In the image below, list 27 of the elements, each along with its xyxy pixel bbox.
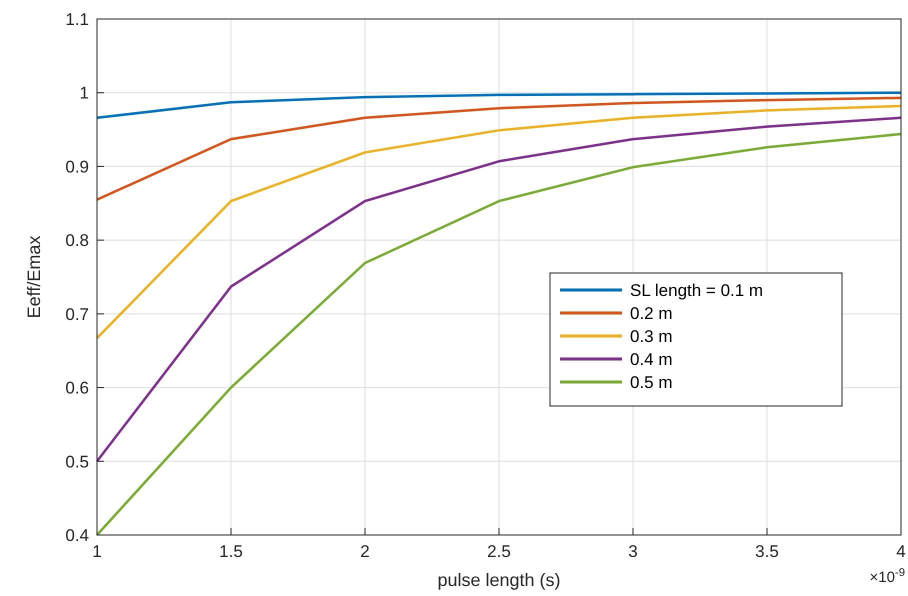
x-tick-label: 1: [92, 542, 102, 561]
x-tick-label: 2: [360, 542, 370, 561]
y-tick-label: 1.1: [65, 10, 89, 29]
legend-label: 0.3 m: [630, 327, 673, 346]
line-series: [96, 132, 902, 536]
text: ×10$^{-9}$: [870, 567, 905, 586]
x-axis-title: pulse length (s): [437, 570, 561, 590]
y-tick-label: 0.9: [65, 157, 89, 176]
legend-label: 0.5 m: [630, 373, 673, 392]
x-tick-label: 4: [896, 542, 906, 561]
legend-label: 0.4 m: [630, 350, 673, 369]
line-series: [96, 96, 902, 201]
x-tick-label: 3: [628, 542, 638, 561]
y-tick-label: 0.8: [65, 231, 89, 250]
line-series: [96, 116, 902, 463]
y-tick-label: 0.5: [65, 452, 89, 472]
y-axis-title: Eeff/Emax: [24, 236, 44, 318]
y-tick-label: 0.7: [65, 304, 89, 324]
legend-label: 0.2 m: [630, 304, 673, 323]
y-tick-label: 0.6: [65, 378, 89, 398]
x-tick-label: 2.5: [487, 542, 511, 561]
y-tick-label: 1: [80, 84, 89, 103]
line-series: [96, 91, 902, 120]
x-tick-label: 3.5: [755, 542, 779, 561]
legend-label: SL length = 0.1 m: [630, 281, 764, 300]
x-tick-label: 1.5: [219, 542, 243, 561]
y-tick-label: 0.4: [65, 526, 89, 545]
